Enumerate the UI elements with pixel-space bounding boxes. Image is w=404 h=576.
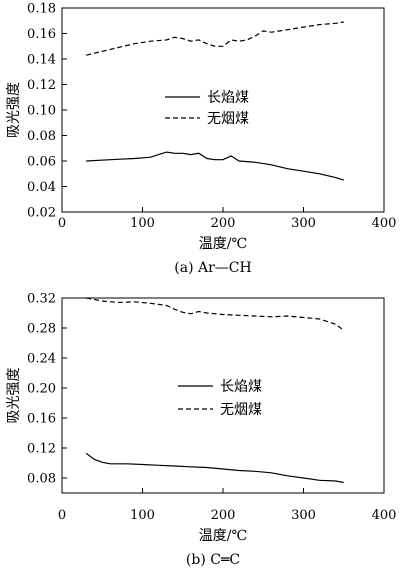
y-tick-label: 0.02 [27, 206, 56, 221]
chart-panel-1: 0 100 200 300 400 0.02 0.04 0.06 0.08 0.10 0.12 0.1… [6, 2, 396, 277]
y-tick-label: 0.10 [27, 104, 56, 119]
chart-panel-2: 0 100 200 300 400 0.08 0.12 0.16 0.20 0.24 0.28 0.3… [6, 292, 396, 569]
y-tick-label: 0.16 [27, 412, 56, 427]
y-tick-label: 0.08 [27, 472, 56, 487]
x-axis-label: 温度/℃ [199, 528, 247, 544]
y-tick-label: 0.08 [27, 129, 56, 144]
y-axis-label: 吸光强度 [6, 82, 22, 138]
x-tick-label: 300 [291, 508, 316, 523]
plot-frame [61, 7, 385, 213]
series-line-1 [86, 151, 344, 181]
legend-label-2: 无烟煤 [220, 402, 262, 418]
y-tick-label: 0.12 [27, 442, 56, 457]
x-tick-label: 100 [130, 508, 155, 523]
x-tick-label: 300 [291, 216, 316, 231]
x-tick-label: 200 [211, 216, 236, 231]
y-tick-label: 0.20 [27, 382, 56, 397]
y-tick-label: 0.24 [27, 352, 56, 367]
series-line-2 [86, 297, 345, 331]
y-tick-label: 0.12 [27, 78, 56, 93]
y-tick-label: 0.14 [27, 53, 56, 68]
y-tick-label: 0.04 [27, 180, 56, 195]
legend-label-1: 长焰煤 [220, 379, 262, 395]
y-tick-label: 0.32 [27, 292, 56, 307]
y-tick-label: 0.28 [27, 322, 56, 337]
series-line-1 [85, 452, 344, 484]
x-tick-label: 0 [58, 508, 66, 523]
x-tick-label: 100 [130, 216, 155, 231]
legend-label-2: 无烟煤 [207, 111, 249, 127]
series-line-2 [86, 21, 344, 56]
y-tick-label: 0.18 [27, 2, 56, 17]
x-axis-label: 温度/℃ [199, 236, 247, 252]
y-axis-label: 吸光强度 [6, 368, 22, 424]
panel-caption: (b) C═C [186, 552, 240, 568]
legend-label-1: 长焰煤 [207, 90, 249, 106]
x-tick-label: 400 [372, 216, 397, 231]
x-tick-label: 200 [211, 508, 236, 523]
y-tick-label: 0.06 [27, 155, 56, 170]
y-tick-label: 0.16 [27, 27, 56, 42]
x-tick-label: 0 [58, 216, 66, 231]
x-tick-label: 400 [372, 508, 397, 523]
panel-caption: (a) Ar—CH [174, 260, 251, 276]
